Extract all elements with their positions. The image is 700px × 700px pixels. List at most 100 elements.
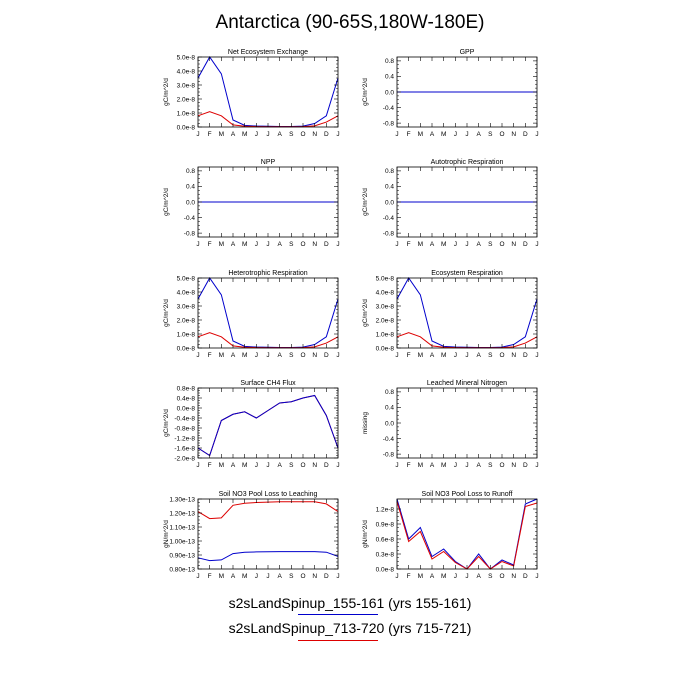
chart-surface-ch4-flux: Surface CH4 Flux 0.8e-8 0.4e-8 0.0e-8 -0.4e-… xyxy=(163,380,340,469)
chart-ecosystem-respiration-ytick-label: 4.0e-8 xyxy=(376,289,395,296)
chart-gpp-xtick-label: A xyxy=(476,131,481,138)
chart-soil-no3-pool-loss-to-runoff-xtick-label: N xyxy=(511,573,516,580)
chart-leached-mineral-nitrogen-ytick-label: 0.8 xyxy=(385,389,394,396)
chart-soil-no3-pool-loss-to-runoff-xtick-label: M xyxy=(441,573,446,580)
chart-net-ecosystem-exchange-xtick-label: F xyxy=(208,131,212,138)
chart-net-ecosystem-exchange-ylabel: gC/m^2/d xyxy=(163,78,170,106)
chart-surface-ch4-flux-ytick-label: -0.8e-8 xyxy=(174,425,195,432)
chart-npp-xtick-label: A xyxy=(231,241,236,248)
chart-ecosystem-respiration-xtick-label: M xyxy=(441,352,446,359)
chart-soil-no3-pool-loss-to-leaching-xtick-label: M xyxy=(242,573,247,580)
chart-npp-ytick-label: 0.8 xyxy=(186,168,195,175)
chart-surface-ch4-flux-ytick-label: -2.0e-8 xyxy=(174,455,195,462)
chart-surface-ch4-flux-title: Surface CH4 Flux xyxy=(240,380,296,387)
chart-leached-mineral-nitrogen-frame xyxy=(396,387,538,459)
chart-leached-mineral-nitrogen-ytick-label: 0.0 xyxy=(385,420,394,427)
chart-npp-xtick-label: J xyxy=(266,241,269,248)
chart-ecosystem-respiration-series-1 xyxy=(396,277,538,348)
chart-ecosystem-respiration-xtick-label: J xyxy=(535,352,538,359)
chart-gpp-ytick-label: 0.4 xyxy=(385,74,394,81)
chart-npp-xtick-label: J xyxy=(336,241,339,248)
chart-surface-ch4-flux-ytick-label: 0.4e-8 xyxy=(177,395,196,402)
chart-net-ecosystem-exchange-ytick-label: 5.0e-8 xyxy=(177,54,196,61)
chart-soil-no3-pool-loss-to-leaching-xtick-label: M xyxy=(219,573,224,580)
chart-heterotrophic-respiration-ytick-label: 2.0e-8 xyxy=(177,317,196,324)
chart-soil-no3-pool-loss-to-leaching-xtick-label: J xyxy=(266,573,269,580)
chart-soil-no3-pool-loss-to-runoff-xtick-label: M xyxy=(418,573,423,580)
chart-gpp-xtick-label: S xyxy=(488,131,493,138)
chart-autotrophic-respiration-xtick-label: A xyxy=(476,241,481,248)
chart-soil-no3-pool-loss-to-runoff-title: Soil NO3 Pool Loss to Runoff xyxy=(422,491,513,498)
chart-autotrophic-respiration-xtick-label: M xyxy=(418,241,423,248)
chart-autotrophic-respiration-xtick-label: N xyxy=(511,241,516,248)
chart-soil-no3-pool-loss-to-leaching-ytick-label: 1.20e-13 xyxy=(169,510,195,517)
chart-heterotrophic-respiration-ytick-label: 3.0e-8 xyxy=(177,303,196,310)
chart-leached-mineral-nitrogen-title: Leached Mineral Nitrogen xyxy=(427,380,507,387)
chart-soil-no3-pool-loss-to-runoff-xtick-label: J xyxy=(535,573,538,580)
chart-gpp-xtick-label: D xyxy=(523,131,528,138)
chart-soil-no3-pool-loss-to-runoff-ytick-label: 0.3e-8 xyxy=(376,551,395,558)
chart-autotrophic-respiration-ytick-label: 0.0 xyxy=(385,199,394,206)
chart-autotrophic-respiration-xtick-label: M xyxy=(441,241,446,248)
chart-soil-no3-pool-loss-to-runoff: Soil NO3 Pool Loss to Runoff 0.0e-8 0.3e-8… xyxy=(362,491,539,580)
chart-surface-ch4-flux-ytick-label: -1.2e-8 xyxy=(174,435,195,442)
chart-ecosystem-respiration-xtick-label: O xyxy=(499,352,504,359)
chart-net-ecosystem-exchange-ytick-label: 2.0e-8 xyxy=(177,96,196,103)
chart-heterotrophic-respiration: Heterotrophic Respiration 0.0e-8 1.0e-8 2.0… xyxy=(163,270,340,359)
chart-leached-mineral-nitrogen-ytick-label: 0.4 xyxy=(385,405,394,412)
chart-soil-no3-pool-loss-to-leaching-ytick-label: 0.90e-13 xyxy=(169,552,195,559)
chart-soil-no3-pool-loss-to-leaching-xtick-label: J xyxy=(255,573,258,580)
chart-npp-ytick-label: 0.4 xyxy=(186,184,195,191)
chart-soil-no3-pool-loss-to-leaching-ytick-label: 1.10e-13 xyxy=(169,524,195,531)
chart-soil-no3-pool-loss-to-runoff-xtick-label: J xyxy=(395,573,398,580)
chart-soil-no3-pool-loss-to-runoff-ytick-label: 0.0e-8 xyxy=(376,566,395,573)
chart-surface-ch4-flux-xtick-label: D xyxy=(324,462,329,469)
chart-soil-no3-pool-loss-to-runoff-ytick-label: 0.9e-8 xyxy=(376,521,395,528)
chart-autotrophic-respiration: Autotrophic Respiration 0.8 0.4 0.0 -0.4 -0.8… xyxy=(362,159,539,248)
chart-heterotrophic-respiration-title: Heterotrophic Respiration xyxy=(228,270,307,277)
chart-soil-no3-pool-loss-to-runoff-xtick-label: J xyxy=(465,573,468,580)
chart-soil-no3-pool-loss-to-leaching-xtick-label: S xyxy=(289,573,294,580)
chart-autotrophic-respiration-ytick-label: 0.8 xyxy=(385,168,394,175)
chart-gpp-xtick-label: M xyxy=(418,131,423,138)
chart-ecosystem-respiration: Ecosystem Respiration 0.0e-8 1.0e-8 2.0e-8 3… xyxy=(362,270,539,359)
chart-gpp-xtick-label: O xyxy=(499,131,504,138)
chart-ecosystem-respiration-ytick-label: 2.0e-8 xyxy=(376,317,395,324)
chart-soil-no3-pool-loss-to-runoff-xtick-label: O xyxy=(499,573,504,580)
chart-leached-mineral-nitrogen-xtick-label: J xyxy=(535,462,538,469)
chart-ecosystem-respiration-frame xyxy=(396,277,538,349)
chart-autotrophic-respiration-xtick-label: J xyxy=(454,241,457,248)
chart-surface-ch4-flux-ytick-label: 0.0e-8 xyxy=(177,405,196,412)
legend-entry-1: s2sLandSpinup_155-161 (yrs 155-161) xyxy=(228,595,472,611)
chart-soil-no3-pool-loss-to-leaching-xtick-label: A xyxy=(231,573,236,580)
chart-net-ecosystem-exchange-xtick-label: A xyxy=(277,131,282,138)
chart-gpp-ytick-label: -0.8 xyxy=(383,120,395,127)
chart-npp-ylabel: gC/m^2/d xyxy=(163,188,170,216)
chart-net-ecosystem-exchange-xtick-label: O xyxy=(300,131,305,138)
chart-autotrophic-respiration-xtick-label: J xyxy=(395,241,398,248)
chart-soil-no3-pool-loss-to-leaching-xtick-label: J xyxy=(336,573,339,580)
chart-surface-ch4-flux-xtick-label: A xyxy=(231,462,236,469)
chart-soil-no3-pool-loss-to-runoff-ytick-label: 1.2e-8 xyxy=(376,506,395,513)
chart-surface-ch4-flux-xtick-label: M xyxy=(242,462,247,469)
chart-leached-mineral-nitrogen-xtick-label: J xyxy=(395,462,398,469)
chart-ecosystem-respiration-xtick-label: N xyxy=(511,352,516,359)
chart-leached-mineral-nitrogen-xtick-label: A xyxy=(430,462,435,469)
page-title: Antarctica (90-65S,180W-180E) xyxy=(215,12,485,33)
chart-gpp-ylabel: gC/m^2/d xyxy=(362,78,369,106)
chart-net-ecosystem-exchange: Net Ecosystem Exchange 0.0e-8 1.0e-8 2.0e-8… xyxy=(163,49,340,138)
chart-soil-no3-pool-loss-to-runoff-xtick-label: S xyxy=(488,573,493,580)
chart-surface-ch4-flux-xtick-label: S xyxy=(289,462,294,469)
chart-net-ecosystem-exchange-xtick-label: J xyxy=(266,131,269,138)
chart-surface-ch4-flux-xtick-label: J xyxy=(196,462,199,469)
chart-net-ecosystem-exchange-series-1 xyxy=(197,56,339,127)
chart-leached-mineral-nitrogen-ylabel: missing xyxy=(362,412,369,434)
chart-soil-no3-pool-loss-to-runoff-ylabel: gN/m^2/d xyxy=(362,520,369,548)
chart-heterotrophic-respiration-series-1 xyxy=(197,277,339,348)
chart-net-ecosystem-exchange-ytick-label: 0.0e-8 xyxy=(177,124,196,131)
chart-soil-no3-pool-loss-to-leaching-ytick-label: 0.80e-13 xyxy=(169,566,195,573)
chart-heterotrophic-respiration-ytick-label: 4.0e-8 xyxy=(177,289,196,296)
chart-npp-xtick-label: O xyxy=(300,241,305,248)
